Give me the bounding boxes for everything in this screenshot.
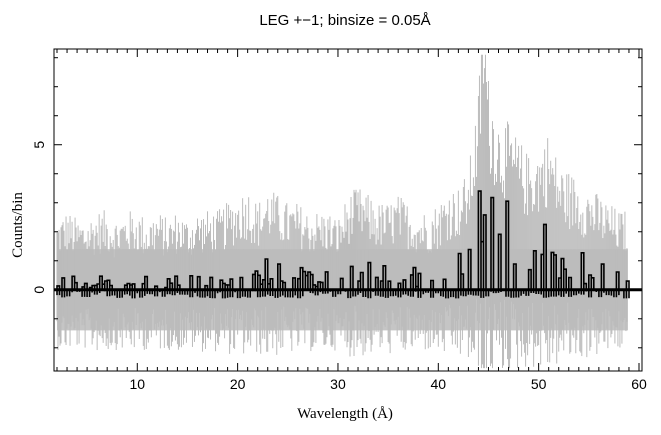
x-tick-label: 60 <box>631 376 647 392</box>
x-tick-label: 40 <box>431 376 447 392</box>
x-tick-label: 10 <box>129 376 145 392</box>
x-tick-label: 30 <box>330 376 346 392</box>
x-tick-label: 50 <box>531 376 547 392</box>
y-axis-ticks: 05 <box>31 57 642 349</box>
x-axis-label: Wavelength (Å) <box>297 406 393 422</box>
x-axis-ticks: 10 20 30 40 50 60 <box>56 49 647 392</box>
x-tick-label: 20 <box>230 376 246 392</box>
y-axis-label: Counts/bin <box>10 192 26 258</box>
y-tick-label: 5 <box>31 141 47 149</box>
chart-title: LEG +−1; binsize = 0.05Å <box>259 12 430 29</box>
error-noise <box>56 54 628 369</box>
y-tick-label: 0 <box>31 286 47 294</box>
